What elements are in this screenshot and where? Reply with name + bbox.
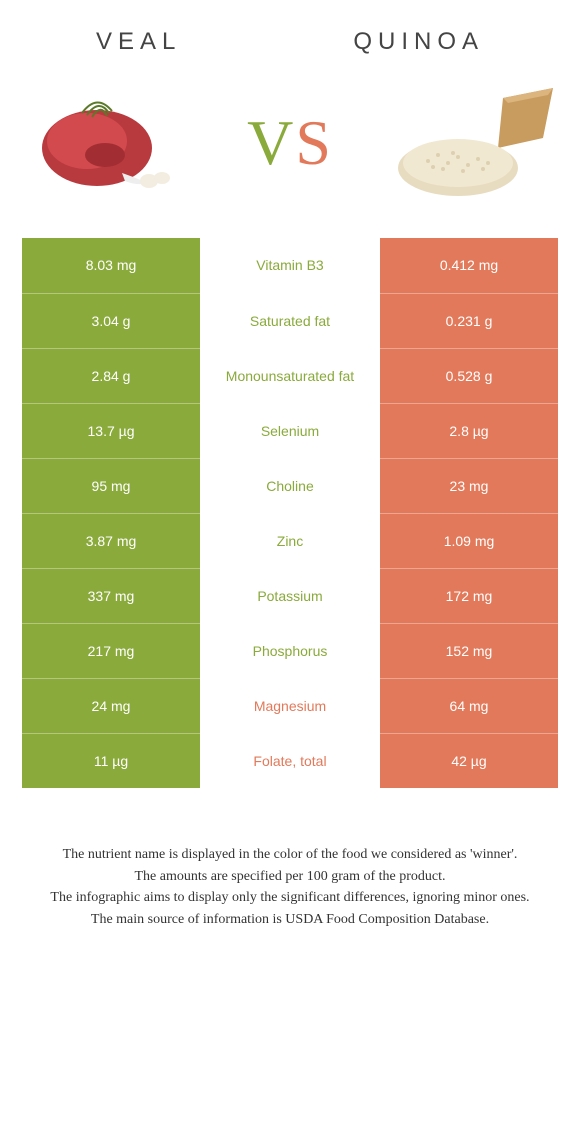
- left-value: 13.7 µg: [22, 403, 200, 458]
- nutrient-label: Selenium: [200, 403, 380, 458]
- nutrient-table: 8.03 mgVitamin B30.412 mg3.04 gSaturated…: [22, 238, 558, 788]
- footer-notes: The nutrient name is displayed in the co…: [0, 788, 580, 931]
- footer-line-4: The main source of information is USDA F…: [28, 909, 552, 931]
- right-food-title: Quinoa: [353, 28, 484, 56]
- right-value: 64 mg: [380, 678, 558, 733]
- table-row: 3.87 mgZinc1.09 mg: [22, 513, 558, 568]
- footer-line-3: The infographic aims to display only the…: [28, 887, 552, 909]
- vs-v: V: [247, 107, 295, 178]
- images-row: VS: [0, 68, 580, 238]
- table-row: 13.7 µgSelenium2.8 µg: [22, 403, 558, 458]
- right-value: 152 mg: [380, 623, 558, 678]
- quinoa-icon: [388, 83, 558, 203]
- left-value: 24 mg: [22, 678, 200, 733]
- vs-label: VS: [247, 106, 333, 180]
- left-value: 8.03 mg: [22, 238, 200, 293]
- nutrient-label: Zinc: [200, 513, 380, 568]
- left-value: 11 µg: [22, 733, 200, 788]
- table-row: 337 mgPotassium172 mg: [22, 568, 558, 623]
- right-value: 2.8 µg: [380, 403, 558, 458]
- quinoa-image: [388, 78, 558, 208]
- right-value: 172 mg: [380, 568, 558, 623]
- table-row: 3.04 gSaturated fat0.231 g: [22, 293, 558, 348]
- table-row: 8.03 mgVitamin B30.412 mg: [22, 238, 558, 293]
- right-value: 23 mg: [380, 458, 558, 513]
- left-value: 217 mg: [22, 623, 200, 678]
- left-value: 3.87 mg: [22, 513, 200, 568]
- left-value: 337 mg: [22, 568, 200, 623]
- footer-line-1: The nutrient name is displayed in the co…: [28, 844, 552, 866]
- nutrient-label: Saturated fat: [200, 293, 380, 348]
- right-value: 42 µg: [380, 733, 558, 788]
- nutrient-label: Vitamin B3: [200, 238, 380, 293]
- nutrient-label: Phosphorus: [200, 623, 380, 678]
- left-food-title: Veal: [96, 28, 181, 56]
- nutrient-label: Folate, total: [200, 733, 380, 788]
- table-row: 11 µgFolate, total42 µg: [22, 733, 558, 788]
- nutrient-label: Choline: [200, 458, 380, 513]
- vs-s: S: [295, 107, 333, 178]
- nutrient-label: Potassium: [200, 568, 380, 623]
- right-value: 0.412 mg: [380, 238, 558, 293]
- table-row: 2.84 gMonounsaturated fat0.528 g: [22, 348, 558, 403]
- footer-line-2: The amounts are specified per 100 gram o…: [28, 866, 552, 888]
- header: Veal Quinoa: [0, 0, 580, 68]
- left-value: 3.04 g: [22, 293, 200, 348]
- nutrient-label: Monounsaturated fat: [200, 348, 380, 403]
- veal-image: [22, 78, 192, 208]
- nutrient-label: Magnesium: [200, 678, 380, 733]
- right-value: 1.09 mg: [380, 513, 558, 568]
- right-value: 0.231 g: [380, 293, 558, 348]
- table-row: 217 mgPhosphorus152 mg: [22, 623, 558, 678]
- left-value: 95 mg: [22, 458, 200, 513]
- veal-icon: [27, 83, 187, 203]
- table-row: 95 mgCholine23 mg: [22, 458, 558, 513]
- right-value: 0.528 g: [380, 348, 558, 403]
- left-value: 2.84 g: [22, 348, 200, 403]
- table-row: 24 mgMagnesium64 mg: [22, 678, 558, 733]
